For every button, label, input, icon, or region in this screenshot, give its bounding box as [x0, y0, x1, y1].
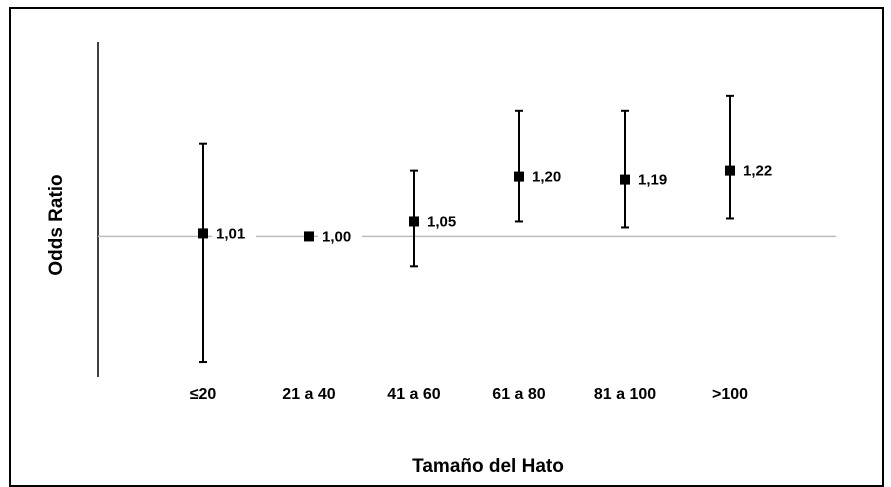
data-label: 1,22	[743, 163, 772, 180]
y-axis-title: Odds Ratio	[46, 174, 67, 275]
data-label: 1,00	[322, 228, 351, 245]
data-label-background	[423, 211, 467, 232]
data-label-background	[739, 160, 783, 181]
x-tick-label: 41 a 60	[387, 386, 440, 403]
x-tick-label: >100	[712, 386, 748, 403]
x-tick-label: 81 a 100	[594, 386, 656, 403]
data-point-marker	[620, 174, 630, 185]
data-point-marker	[409, 216, 419, 227]
data-point-marker	[514, 171, 524, 182]
data-label-background	[212, 223, 256, 244]
x-tick-label: 61 a 80	[492, 386, 545, 403]
data-label-background	[528, 166, 572, 187]
data-point-marker	[198, 228, 208, 239]
data-label: 1,19	[638, 172, 667, 189]
x-tick-label: ≤20	[190, 386, 217, 403]
data-label-background	[634, 169, 678, 190]
x-tick-label: 21 a 40	[282, 386, 335, 403]
x-axis-title: Tamaño del Hato	[412, 456, 564, 477]
data-point-marker	[725, 165, 735, 176]
data-label: 1,20	[532, 169, 561, 186]
data-label: 1,05	[427, 213, 456, 230]
data-label: 1,01	[216, 225, 245, 242]
data-point-marker	[304, 231, 314, 242]
data-label-background	[318, 226, 362, 247]
chart-marks: 1,01 1,00 1,05 1,20 1,19 1,22	[198, 94, 783, 364]
x-tick-labels: ≤20 21 a 40 41 a 60 61 a 80 81 a 100 >100	[190, 386, 748, 403]
